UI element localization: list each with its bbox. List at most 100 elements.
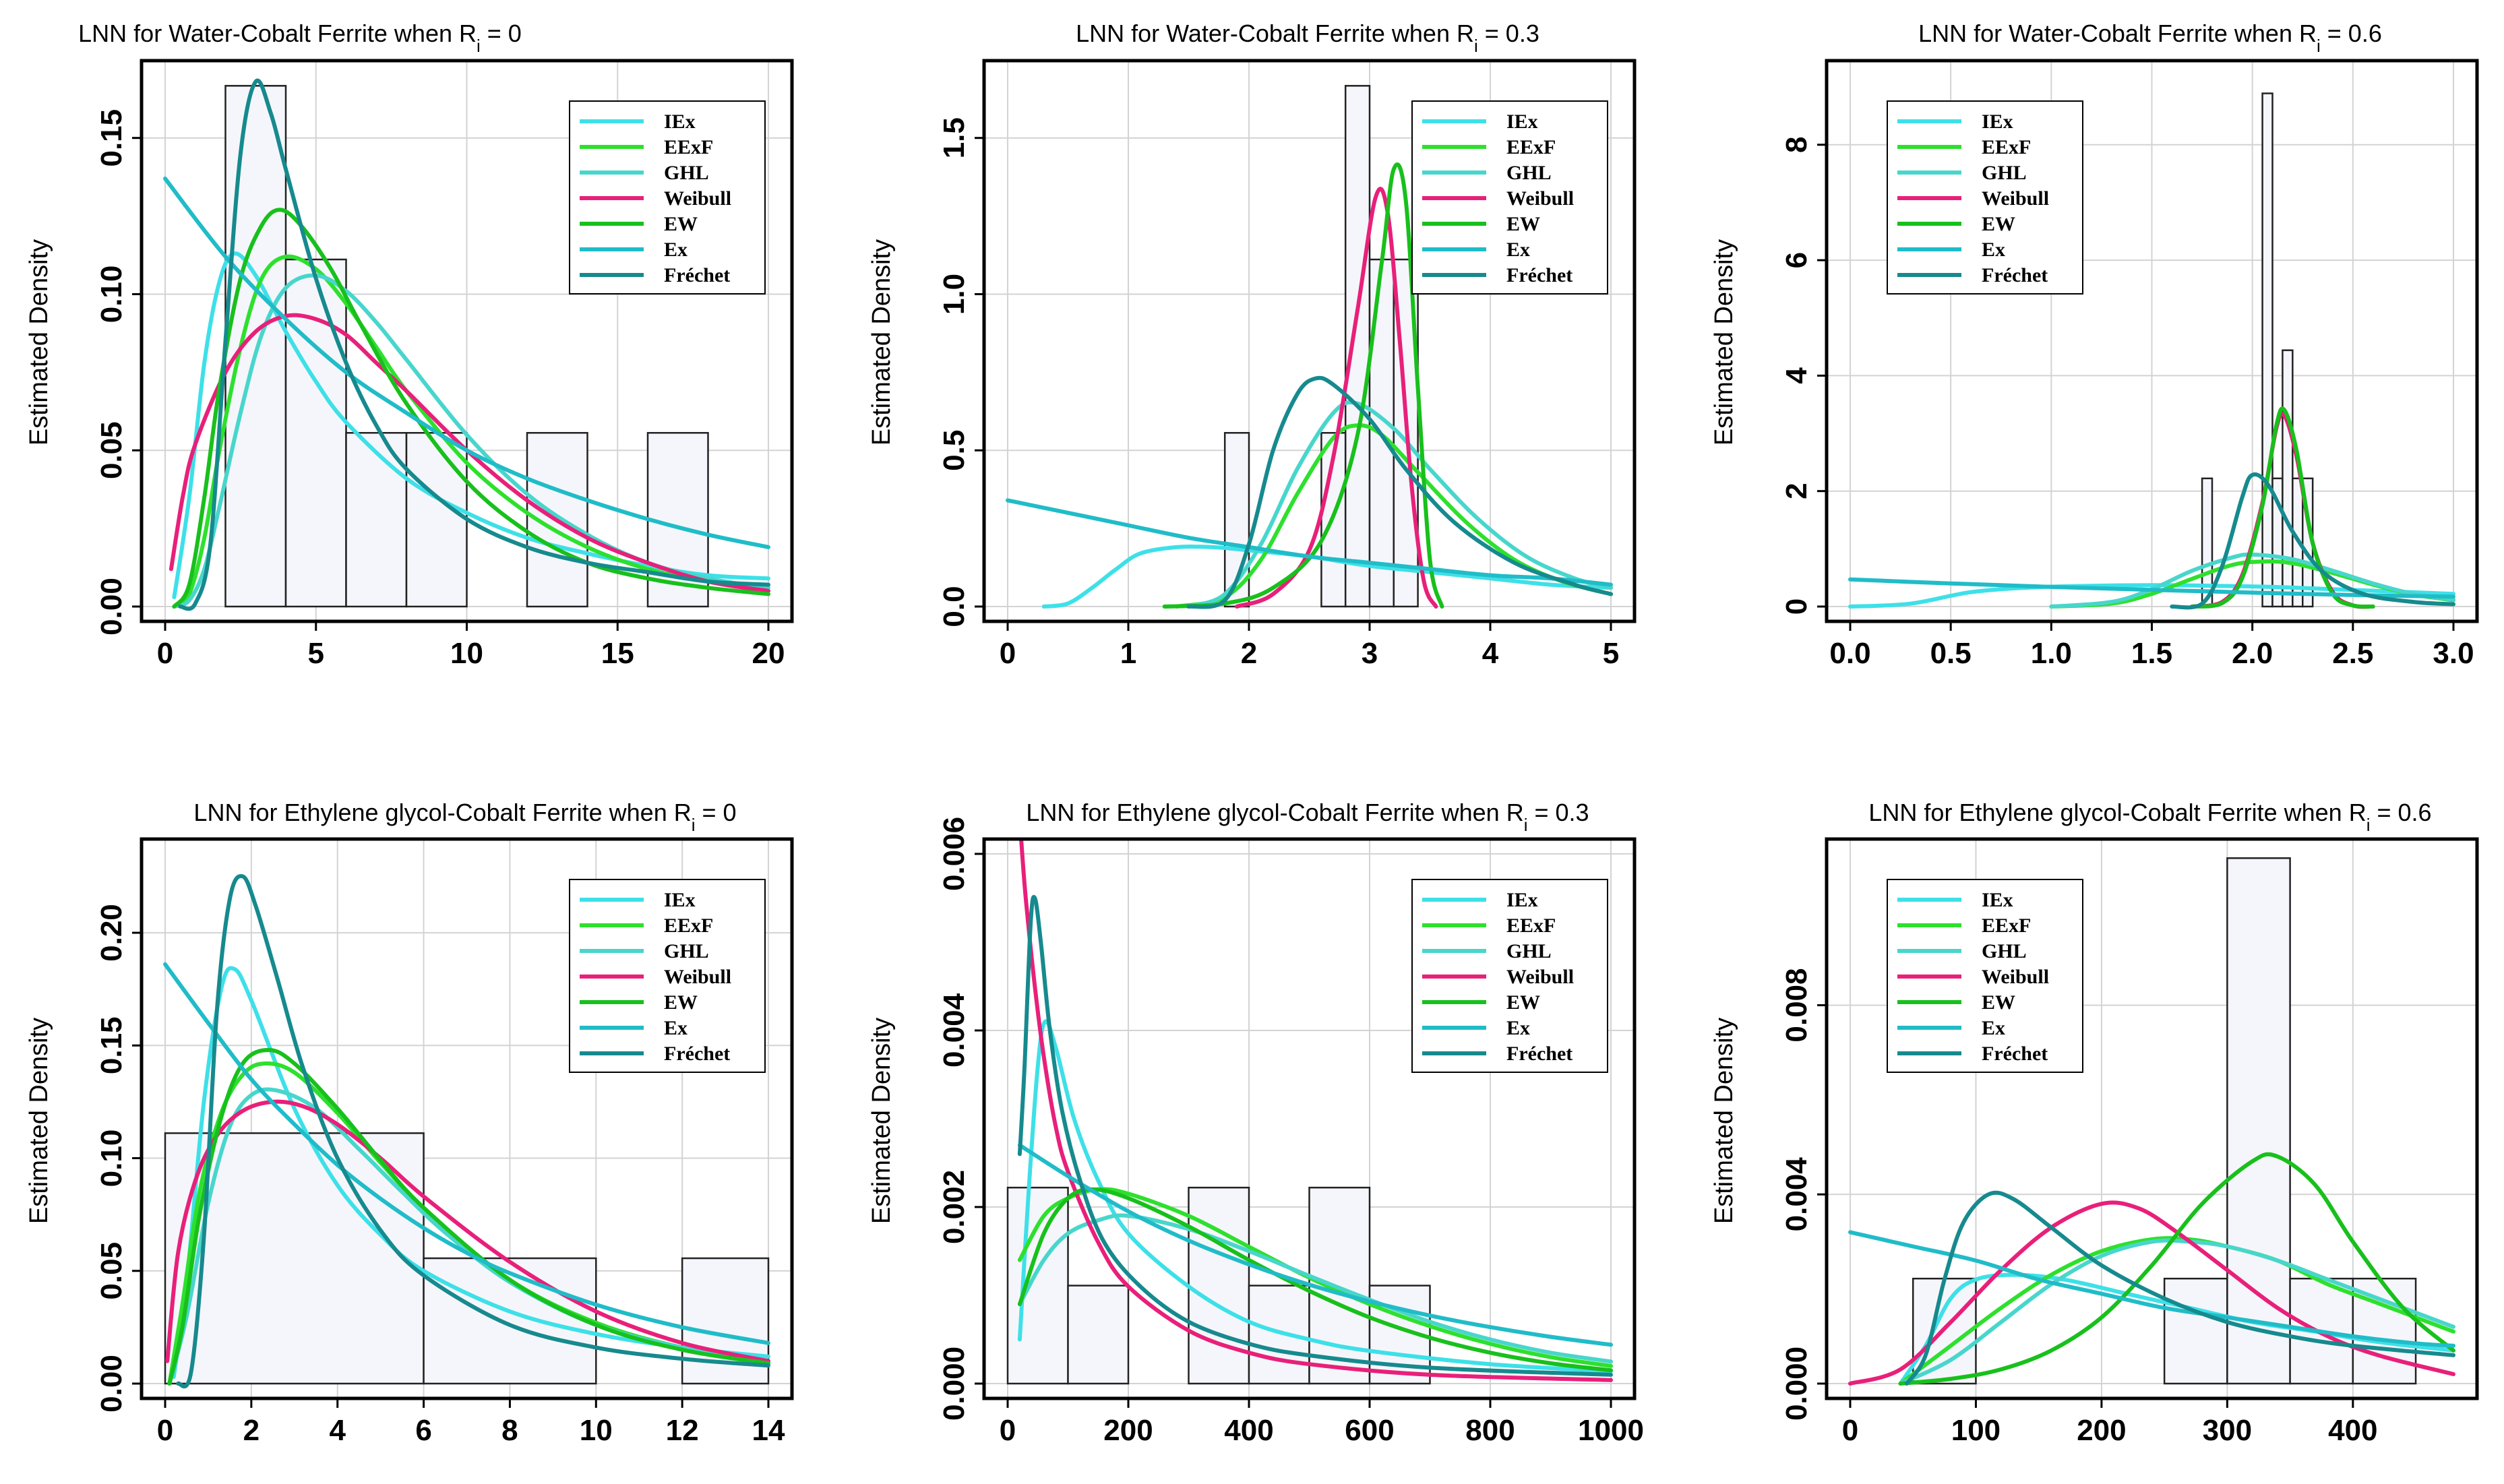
legend-label: IEx	[664, 889, 696, 911]
histogram-bar	[284, 258, 347, 608]
legend-label: Weibull	[1982, 966, 2049, 988]
y-tick-label: 0.0	[938, 586, 971, 627]
legend-label: Ex	[1982, 239, 2005, 261]
plot-frame	[982, 59, 1637, 623]
legend-label: Ex	[1982, 1017, 2005, 1039]
curve-frechet	[1904, 1190, 2455, 1386]
legend: IEx EExF GHL Weibull EW Ex Fréchet	[1887, 100, 2083, 295]
legend-label: GHL	[664, 162, 709, 184]
curve-eexf	[167, 1061, 770, 1386]
chart-title: LNN for Water-Cobalt Ferrite when Ri = 0	[78, 20, 522, 56]
histogram-bar	[2163, 1277, 2228, 1385]
curve-ex	[1848, 1230, 2455, 1348]
y-tick-label: 0.05	[95, 1242, 128, 1300]
x-tick-label: 0.0	[1829, 637, 1870, 670]
curve-weibull	[1848, 1200, 2455, 1386]
y-tick-label: 1.0	[938, 274, 971, 315]
y-tick-label: 2	[1780, 483, 1813, 499]
x-tick-label: 0	[1842, 1414, 1858, 1447]
y-tick-label: 0.004	[938, 993, 971, 1068]
legend-label: Weibull	[1982, 187, 2049, 210]
legend-label: EExF	[1982, 136, 2031, 158]
x-tick-label: 12	[666, 1414, 699, 1447]
legend-label: EW	[664, 213, 698, 235]
legend-label: Fréchet	[664, 1043, 730, 1065]
x-tick-label: 2.5	[2332, 637, 2373, 670]
curve-frechet	[1186, 375, 1613, 609]
x-tick-label: 200	[1103, 1414, 1153, 1447]
legend-label: EW	[1506, 991, 1540, 1014]
plot-frame	[982, 837, 1637, 1400]
y-axis-label: Estimated Density	[867, 239, 896, 445]
x-tick-label: 14	[752, 1414, 785, 1447]
chart-panel-water-ri-0.3: LNN for Water-Cobalt Ferrite when Ri = 0…	[867, 20, 1637, 670]
y-axis-label: Estimated Density	[1710, 239, 1738, 445]
legend: IEx EExF GHL Weibull EW Ex Fréchet	[569, 879, 766, 1073]
x-tick-label: 1000	[1578, 1414, 1644, 1447]
legend-label: GHL	[1506, 162, 1552, 184]
y-axis-label: Estimated Density	[1710, 1018, 1738, 1224]
y-axis-label: Estimated Density	[25, 1018, 53, 1224]
x-tick-label: 0	[1000, 1414, 1016, 1447]
legend-label: EW	[1982, 991, 2015, 1014]
x-tick-label: 5	[308, 637, 324, 670]
curve-ew	[167, 1048, 770, 1386]
x-tick-label: 0	[157, 637, 173, 670]
legend-label: GHL	[1982, 162, 2027, 184]
x-tick-label: 0	[157, 1414, 173, 1447]
histogram-bar	[2226, 857, 2291, 1385]
curve-ew	[1017, 1187, 1613, 1373]
y-tick-label: 0.002	[938, 1170, 971, 1244]
chart-panel-ethylene-ri-0: LNN for Ethylene glycol-Cobalt Ferrite w…	[25, 799, 794, 1447]
x-tick-label: 400	[1224, 1414, 1273, 1447]
y-tick-label: 0.10	[95, 1130, 128, 1187]
curve-ex	[163, 177, 770, 549]
chart-panel-ethylene-ri-0.3: LNN for Ethylene glycol-Cobalt Ferrite w…	[867, 799, 1644, 1447]
x-tick-label: 8	[501, 1414, 518, 1447]
chart-title: LNN for Ethylene glycol-Cobalt Ferrite w…	[193, 799, 736, 835]
chart-title: LNN for Water-Cobalt Ferrite when Ri = 0…	[1076, 20, 1539, 56]
legend-label: GHL	[1982, 940, 2027, 962]
histogram-bar	[423, 1257, 597, 1385]
legend: IEx EExF GHL Weibull EW Ex Fréchet	[569, 100, 766, 295]
curve-weibull	[169, 313, 770, 593]
legend-label: Weibull	[1506, 966, 1574, 988]
y-tick-label: 8	[1780, 137, 1813, 153]
y-tick-label: 0.5	[938, 430, 971, 471]
x-tick-label: 3.0	[2433, 637, 2474, 670]
legend-label: Ex	[1506, 239, 1530, 261]
y-tick-label: 0.006	[938, 817, 971, 891]
curve-ghl	[1898, 1238, 2455, 1386]
plot-frame	[1825, 837, 2479, 1400]
legend-label: IEx	[1982, 111, 2013, 133]
y-axis-label: Estimated Density	[867, 1018, 896, 1224]
legend-label: IEx	[1506, 889, 1538, 911]
x-tick-label: 100	[1951, 1414, 2001, 1447]
histogram-bar	[2282, 349, 2294, 608]
x-tick-label: 10	[450, 637, 483, 670]
histogram-bar	[224, 85, 287, 608]
legend-label: Ex	[664, 239, 688, 261]
curve-frechet	[1017, 894, 1613, 1377]
y-tick-label: 4	[1780, 367, 1813, 384]
curve-ex	[163, 962, 770, 1345]
x-tick-label: 2	[1241, 637, 1257, 670]
x-tick-label: 2.0	[2232, 637, 2273, 670]
y-tick-label: 0.000	[938, 1347, 971, 1421]
x-tick-label: 200	[2077, 1414, 2126, 1447]
legend-label: GHL	[664, 940, 709, 962]
curve-frechet	[178, 78, 770, 611]
curve-ex	[1017, 1143, 1613, 1347]
chart-title: LNN for Water-Cobalt Ferrite when Ri = 0…	[1918, 20, 2382, 56]
y-tick-label: 0.15	[95, 1016, 128, 1074]
x-tick-label: 0.5	[1930, 637, 1972, 670]
curve-frechet	[176, 874, 770, 1389]
x-tick-label: 2	[243, 1414, 259, 1447]
legend-label: Fréchet	[1506, 264, 1572, 286]
histogram-bar	[2261, 92, 2273, 608]
x-tick-label: 1.0	[2031, 637, 2072, 670]
y-tick-label: 0.00	[95, 578, 128, 636]
x-tick-label: 15	[601, 637, 634, 670]
histogram-bar	[405, 432, 468, 608]
x-tick-label: 3	[1362, 637, 1378, 670]
